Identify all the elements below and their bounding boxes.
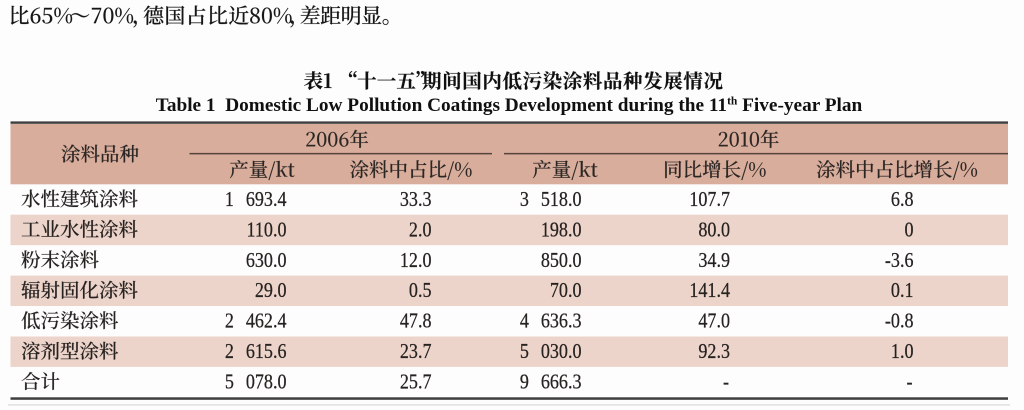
- svg-text:5 030.0: 5 030.0: [520, 340, 582, 364]
- svg-text:0.1: 0.1: [891, 279, 914, 303]
- svg-text:-: -: [723, 370, 729, 394]
- svg-text:2 462.4: 2 462.4: [225, 309, 287, 333]
- svg-text:47.8: 47.8: [400, 309, 432, 333]
- svg-text:9 666.3: 9 666.3: [520, 370, 582, 394]
- svg-text:2.0: 2.0: [409, 218, 432, 242]
- svg-text:-0.8: -0.8: [885, 309, 914, 333]
- svg-text:0: 0: [904, 218, 913, 242]
- svg-text:-: -: [906, 370, 912, 394]
- svg-text:23.7: 23.7: [400, 340, 432, 364]
- svg-text:33.3: 33.3: [400, 187, 432, 211]
- svg-text:80.0: 80.0: [698, 218, 730, 242]
- svg-text:29.0: 29.0: [255, 279, 287, 303]
- svg-text:47.0: 47.0: [698, 309, 730, 333]
- svg-text:Table 1 Domestic Low Pollutio: Table 1 Domestic Low Pollution Coatings …: [156, 95, 863, 116]
- svg-text:92.3: 92.3: [698, 340, 730, 364]
- svg-text:70.0: 70.0: [550, 279, 582, 303]
- svg-text:630.0: 630.0: [246, 248, 287, 272]
- svg-text:-3.6: -3.6: [885, 248, 914, 272]
- svg-text:3 518.0: 3 518.0: [520, 187, 582, 211]
- svg-text:141.4: 141.4: [689, 279, 730, 303]
- svg-text:34.9: 34.9: [698, 248, 730, 272]
- svg-text:12.0: 12.0: [400, 248, 432, 272]
- svg-text:1.0: 1.0: [891, 340, 914, 364]
- svg-text:4 636.3: 4 636.3: [520, 309, 582, 333]
- svg-text:110.0: 110.0: [247, 218, 287, 242]
- svg-text:6.8: 6.8: [891, 187, 914, 211]
- svg-text:198.0: 198.0: [541, 218, 582, 242]
- svg-text:850.0: 850.0: [541, 248, 582, 272]
- svg-text:1 693.4: 1 693.4: [225, 187, 287, 211]
- svg-text:25.7: 25.7: [400, 370, 432, 394]
- svg-text:107.7: 107.7: [689, 187, 730, 211]
- svg-text:5 078.0: 5 078.0: [225, 370, 287, 394]
- svg-text:2 615.6: 2 615.6: [225, 340, 287, 364]
- svg-text:0.5: 0.5: [409, 279, 432, 303]
